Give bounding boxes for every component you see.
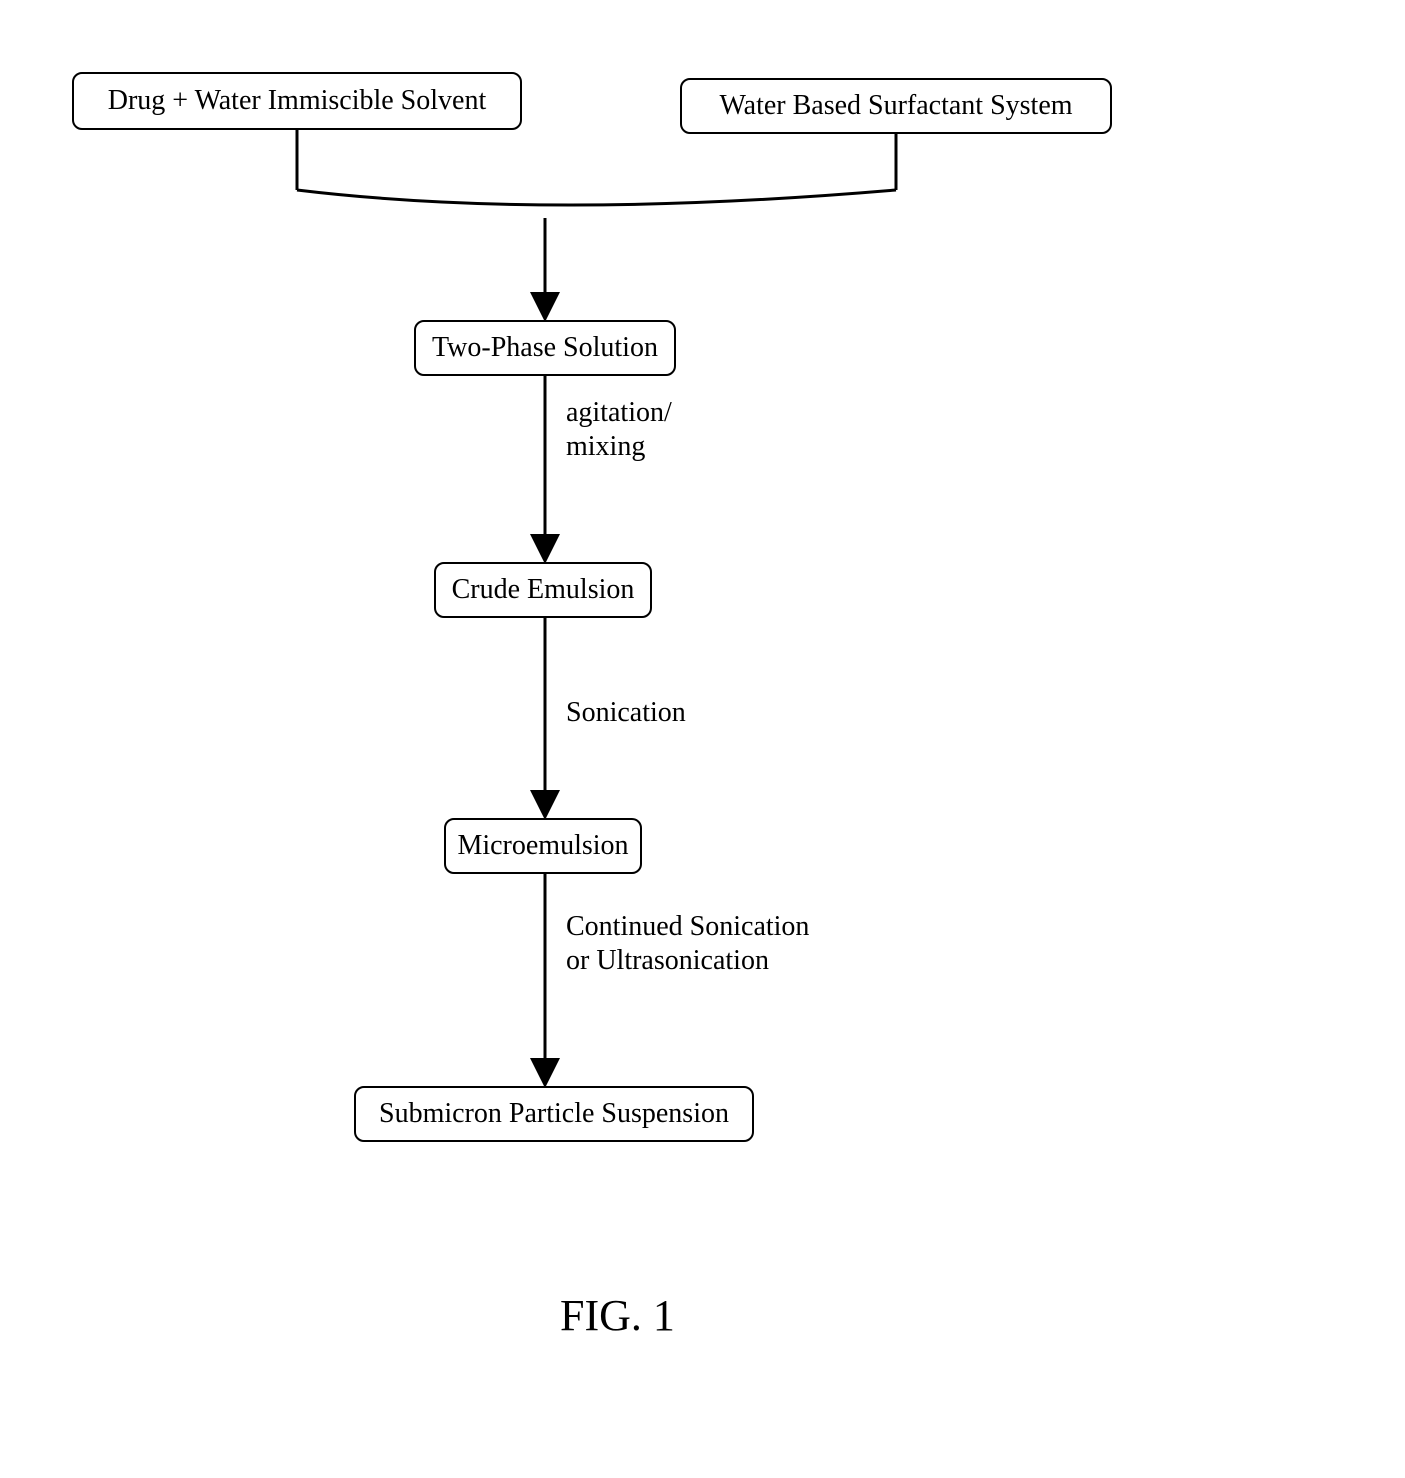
figure-label: FIG. 1 — [560, 1290, 675, 1341]
node-submicron-suspension: Submicron Particle Suspension — [354, 1086, 754, 1142]
node-label: Two-Phase Solution — [432, 332, 658, 364]
edge-label-agitation: agitation/ mixing — [566, 396, 672, 463]
node-label: Submicron Particle Suspension — [379, 1098, 729, 1130]
node-two-phase-solution: Two-Phase Solution — [414, 320, 676, 376]
edge-label-continued: Continued Sonication or Ultrasonication — [566, 910, 809, 977]
node-microemulsion: Microemulsion — [444, 818, 642, 874]
edge-label-sonication: Sonication — [566, 696, 686, 730]
node-label: Drug + Water Immiscible Solvent — [108, 85, 487, 117]
node-crude-emulsion: Crude Emulsion — [434, 562, 652, 618]
node-label: Crude Emulsion — [452, 574, 635, 606]
connectors-svg — [0, 0, 1405, 1478]
flowchart-canvas: Drug + Water Immiscible Solvent Water Ba… — [0, 0, 1405, 1478]
node-label: Water Based Surfactant System — [719, 90, 1072, 122]
node-water-surfactant: Water Based Surfactant System — [680, 78, 1112, 134]
node-drug-solvent: Drug + Water Immiscible Solvent — [72, 72, 522, 130]
node-label: Microemulsion — [457, 830, 628, 862]
